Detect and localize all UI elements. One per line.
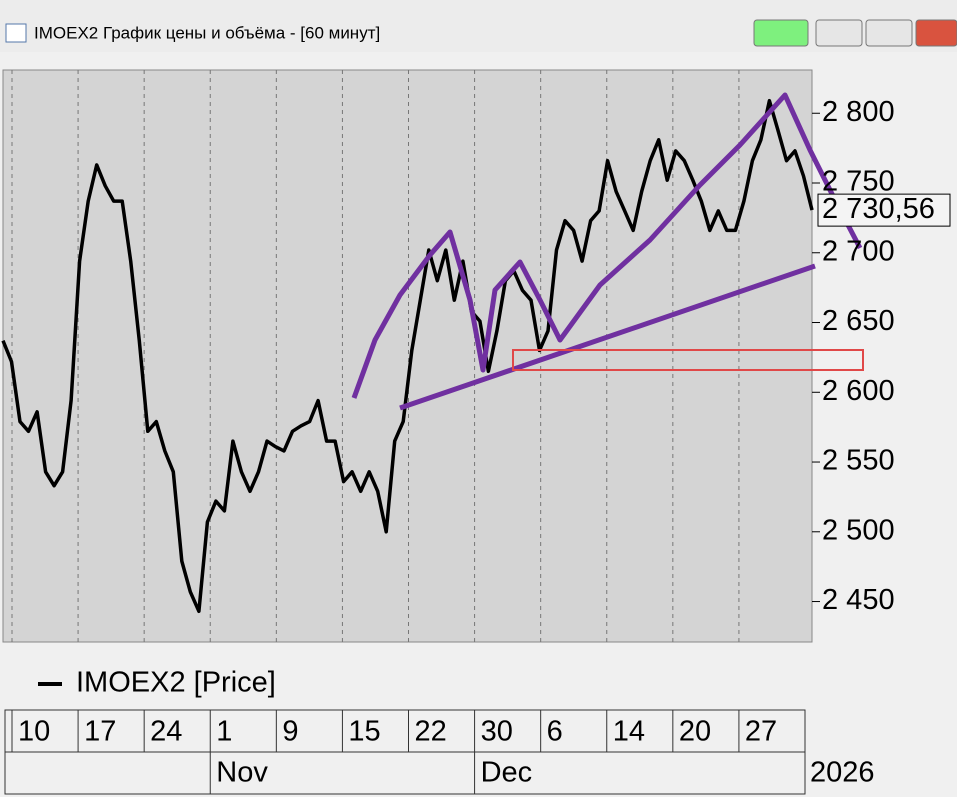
x-tick-label: 9 (282, 716, 298, 748)
y-tick-label: 2 750 (822, 166, 895, 198)
y-tick-label: 2 650 (822, 305, 895, 337)
y-tick-label: 2 600 (822, 375, 895, 407)
x-tick-label: 27 (745, 716, 777, 748)
x-tick-label: 24 (150, 716, 182, 748)
drawn-pattern (351, 92, 863, 399)
y-tick-label: 2 550 (822, 445, 895, 477)
x-axis-months (4, 751, 806, 795)
marks (1, 98, 814, 614)
x-tick-label: 22 (415, 716, 447, 748)
month-label: Nov (216, 757, 268, 789)
x-tick-label: 17 (84, 716, 116, 748)
x-tick-label: 20 (679, 716, 711, 748)
close-button[interactable] (915, 19, 957, 47)
minimize-button[interactable] (815, 19, 863, 47)
plot-area (2, 69, 813, 643)
x-tick-label: 30 (481, 716, 513, 748)
x-tick-label: 14 (613, 716, 645, 748)
x-tick-label: 1 (216, 716, 232, 748)
link-button[interactable] (753, 19, 809, 47)
maximize-button[interactable] (865, 19, 913, 47)
y-tick-label: 2 500 (822, 514, 895, 546)
year-label: 2026 (810, 757, 875, 789)
x-tick-label: 6 (547, 716, 563, 748)
y-tick-label: 2 800 (822, 96, 895, 128)
legend-label: IMOEX2 [Price] (76, 667, 276, 699)
app-icon (5, 23, 27, 43)
x-tick-label: 15 (348, 716, 380, 748)
drawn-zone (512, 349, 864, 371)
month-label: Dec (481, 757, 533, 789)
y-tick-label: 2 450 (822, 584, 895, 616)
last-price-box (817, 193, 951, 227)
y-tick-label: 2 700 (822, 235, 895, 267)
price-line (1, 98, 814, 614)
x-tick-label: 10 (18, 716, 50, 748)
window-title: IMOEX2 График цены и объёма - [60 минут] (34, 23, 380, 42)
x-axis-days (4, 709, 806, 753)
drawn-trendline (399, 263, 816, 411)
last-price-label: 2 730,56 (822, 193, 935, 225)
